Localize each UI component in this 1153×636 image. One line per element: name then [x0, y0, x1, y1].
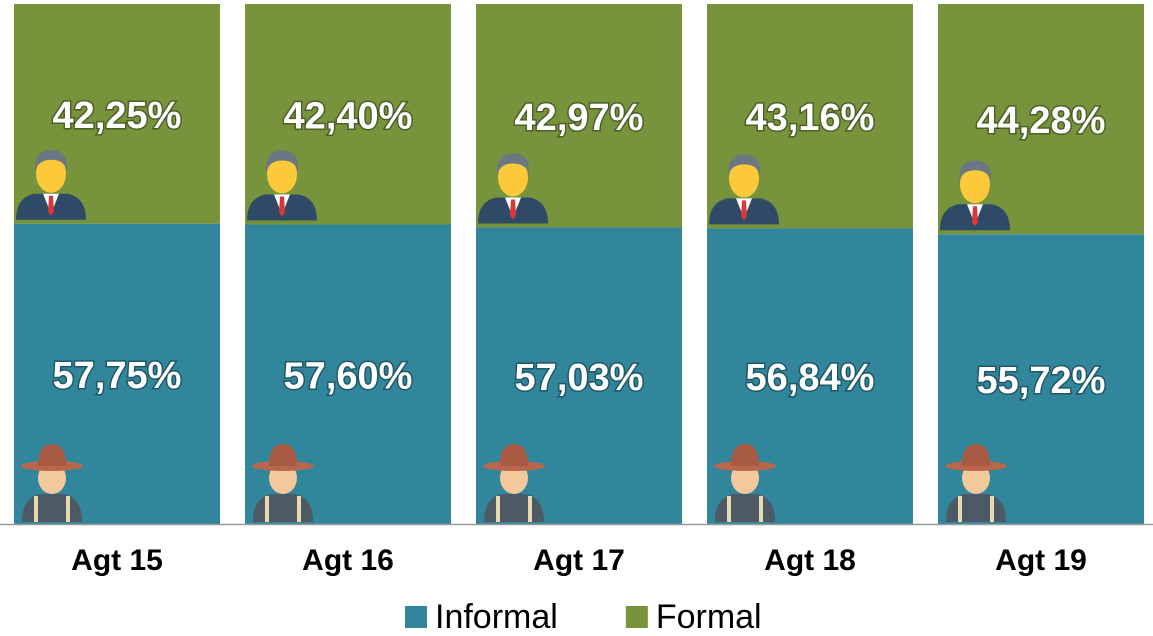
icon-hat: [731, 444, 759, 466]
x-tick-label: Agt 16: [302, 544, 394, 577]
icon-strap: [528, 496, 532, 522]
icon-strap: [727, 496, 731, 522]
value-label: 56,84%: [746, 357, 875, 399]
icon-hat: [962, 444, 990, 466]
formal-icon: [247, 150, 317, 221]
informal-icon: [714, 444, 776, 522]
formal-icon: [478, 153, 548, 224]
icon-tie: [510, 199, 516, 220]
icon-body: [484, 494, 544, 522]
icon-strap: [265, 496, 269, 522]
value-label: 57,03%: [515, 357, 644, 399]
informal-icon: [945, 444, 1007, 522]
value-label: 44,28%: [977, 100, 1106, 142]
icon-hair: [34, 149, 68, 172]
icon-body: [253, 494, 313, 522]
icon-hat: [269, 444, 297, 466]
x-tick-label: Agt 18: [764, 544, 856, 577]
icon-strap: [297, 496, 301, 522]
value-label: 43,16%: [746, 97, 875, 139]
icon-head: [729, 159, 759, 198]
icon-hair: [958, 160, 992, 183]
icon-head: [960, 165, 990, 204]
icon-head: [267, 155, 297, 194]
x-tick-label: Agt 15: [71, 544, 163, 577]
icon-hair: [496, 153, 530, 176]
value-label: 55,72%: [977, 360, 1106, 402]
icon-hat: [500, 444, 528, 466]
icon-tie: [48, 195, 54, 216]
icon-strap: [958, 496, 962, 522]
legend-swatch: [405, 606, 427, 628]
value-label: 57,60%: [284, 355, 413, 397]
icon-strap: [759, 496, 763, 522]
formal-icon: [709, 154, 779, 225]
informal-icon: [252, 444, 314, 522]
icon-hair: [265, 150, 299, 173]
legend-label: Informal: [435, 598, 558, 636]
formal-icon: [940, 160, 1010, 231]
icon-strap: [496, 496, 500, 522]
icon-strap: [990, 496, 994, 522]
icon-body: [22, 494, 82, 522]
formal-icon: [16, 149, 86, 220]
icon-strap: [66, 496, 70, 522]
informal-icon: [483, 444, 545, 522]
icon-head: [498, 158, 528, 197]
value-label: 42,25%: [53, 95, 182, 137]
legend-label: Formal: [656, 598, 762, 636]
icon-tie: [972, 206, 978, 227]
icon-tie: [279, 196, 285, 217]
icon-hair: [727, 154, 761, 177]
icon-strap: [34, 496, 38, 522]
icon-body: [715, 494, 775, 522]
x-tick-label: Agt 19: [995, 544, 1087, 577]
icon-tie: [741, 200, 747, 221]
icon-hat: [38, 444, 66, 466]
icon-head: [36, 154, 66, 193]
value-label: 57,75%: [53, 355, 182, 397]
value-label: 42,40%: [284, 95, 413, 137]
informal-icon: [21, 444, 83, 522]
x-tick-label: Agt 17: [533, 544, 625, 577]
icon-body: [946, 494, 1006, 522]
value-label: 42,97%: [515, 97, 644, 139]
legend-swatch: [625, 606, 648, 628]
